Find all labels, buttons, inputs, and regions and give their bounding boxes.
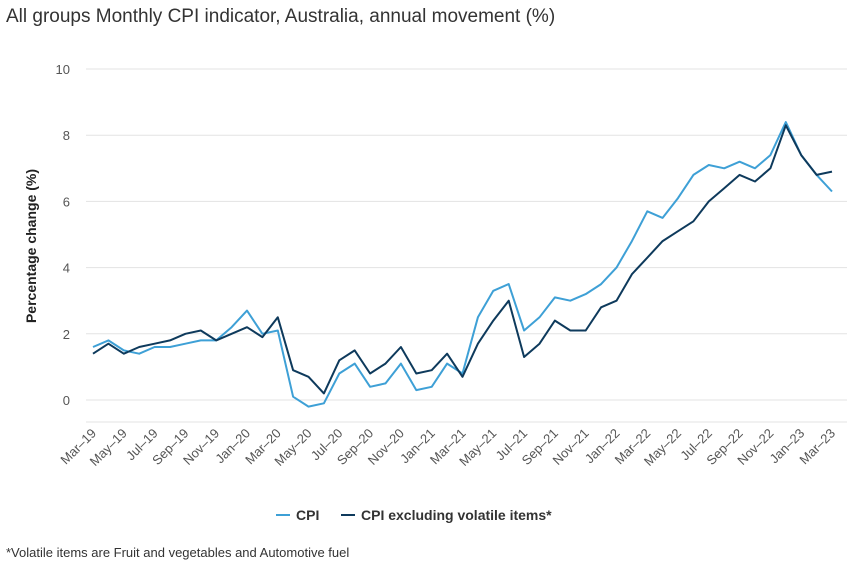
legend-label: CPI excluding volatile items* <box>361 507 552 523</box>
y-tick-label: 4 <box>63 261 70 276</box>
series-line-1 <box>92 124 833 395</box>
x-tick-labels: Mar–19May–19Jul–19Sep–19Nov–19Jan–20Mar–… <box>57 426 838 469</box>
y-tick-label: 0 <box>63 393 70 408</box>
legend: CPI CPI excluding volatile items* <box>276 507 552 523</box>
legend-label: CPI <box>296 507 319 523</box>
y-tick-labels: 0 2 4 6 8 10 <box>56 62 70 408</box>
grid-lines <box>86 68 847 423</box>
y-tick-label: 2 <box>63 327 70 342</box>
y-tick-label: 8 <box>63 128 70 143</box>
y-tick-label: 10 <box>56 62 70 77</box>
footnote: *Volatile items are Fruit and vegetables… <box>6 545 350 560</box>
chart-title: All groups Monthly CPI indicator, Austra… <box>6 6 556 27</box>
y-tick-label: 6 <box>63 194 70 209</box>
y-axis-label: Percentage change (%) <box>23 169 39 323</box>
series-lines <box>92 121 833 408</box>
series-line-0 <box>92 121 833 408</box>
